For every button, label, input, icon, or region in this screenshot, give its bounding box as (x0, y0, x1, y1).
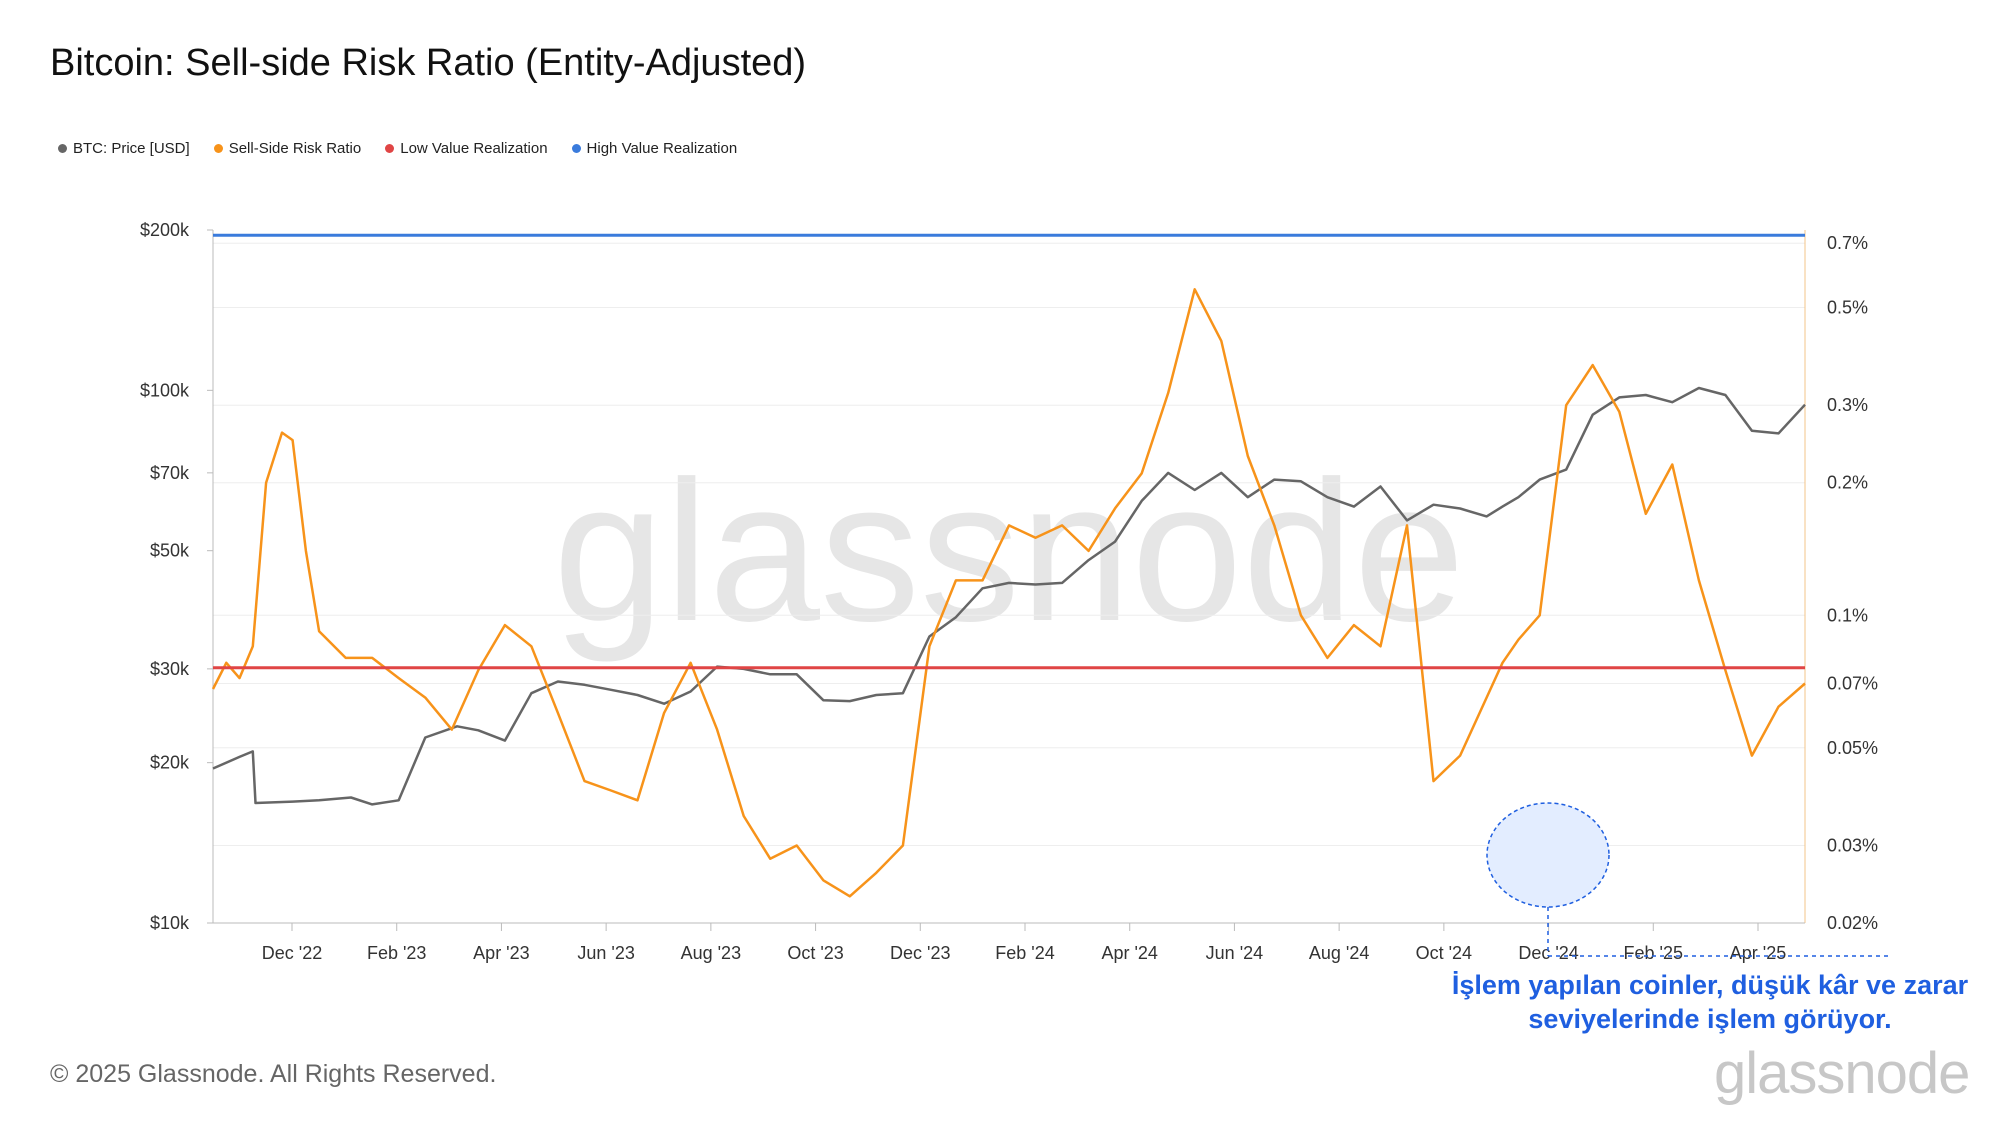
legend-item-low-value-realization[interactable]: Low Value Realization (385, 140, 548, 157)
legend-item-sell-side-risk-ratio[interactable]: Sell-Side Risk Ratio (213, 140, 362, 157)
x-tick-label-8: Apr '24 (1101, 943, 1157, 963)
x-tick-label-9: Jun '24 (1206, 943, 1263, 963)
right-tick-label-4: 0.1% (1827, 605, 1868, 625)
legend-label-sell-side-risk-ratio: Sell-Side Risk Ratio (228, 140, 362, 157)
right-tick-label-2: 0.05% (1827, 738, 1878, 758)
right-tick-label-0: 0.02% (1827, 913, 1878, 933)
right-tick-label-1: 0.03% (1827, 835, 1878, 855)
annotation-text: İşlem yapılan coinler, düşük kâr ve zara… (1440, 968, 1980, 1036)
left-tick-label-4: $70k (150, 463, 190, 483)
x-tick-label-6: Dec '23 (890, 943, 950, 963)
legend-item-btc-price[interactable]: BTC: Price [USD] (58, 140, 190, 157)
x-tick-label-7: Feb '24 (995, 943, 1054, 963)
x-tick-label-11: Oct '24 (1416, 943, 1472, 963)
chart-title: Bitcoin: Sell-side Risk Ratio (Entity-Ad… (50, 42, 807, 84)
left-tick-label-2: $30k (150, 659, 190, 679)
left-tick-label-3: $50k (150, 541, 190, 561)
left-tick-label-1: $20k (150, 753, 190, 773)
series-line-btc-price-usd (212, 386, 1806, 806)
legend-label-high-value-realization: High Value Realization (586, 140, 738, 157)
x-tick-label-12: Dec '24 (1518, 943, 1578, 963)
x-tick-label-13: Feb '25 (1624, 943, 1683, 963)
legend: BTC: Price [USD] Sell-Side Risk Ratio Lo… (58, 140, 737, 157)
right-tick-label-8: 0.7% (1827, 233, 1868, 253)
glassnode-logo: glassnode (1714, 1041, 1970, 1106)
right-tick-label-6: 0.3% (1827, 395, 1868, 415)
x-tick-label-0: Dec '22 (262, 943, 322, 963)
legend-label-btc-price: BTC: Price [USD] (73, 140, 190, 157)
right-tick-label-7: 0.5% (1827, 298, 1868, 318)
x-tick-label-10: Aug '24 (1309, 943, 1370, 963)
annotation-highlight-ellipse (1486, 802, 1610, 908)
annotation-line-1: İşlem yapılan coinler, düşük kâr ve zara… (1451, 970, 1969, 1000)
left-tick-label-5: $100k (140, 380, 190, 400)
x-tick-label-5: Oct '23 (787, 943, 843, 963)
right-tick-label-3: 0.07% (1827, 673, 1878, 693)
series-line-sell-side-risk-ratio (211, 288, 1806, 898)
x-tick-label-3: Jun '23 (577, 943, 634, 963)
left-tick-label-6: $200k (140, 220, 190, 240)
x-tick-label-14: Apr '25 (1730, 943, 1786, 963)
legend-label-low-value-realization: Low Value Realization (400, 140, 548, 157)
watermark-text: glassnode (553, 440, 1465, 663)
x-tick-label-1: Feb '23 (367, 943, 426, 963)
legend-dot-high-value-realization (571, 144, 581, 153)
x-tick-label-4: Aug '23 (681, 943, 742, 963)
x-tick-label-2: Apr '23 (473, 943, 529, 963)
legend-dot-sell-side-risk-ratio (213, 144, 223, 153)
annotation-line-2: seviyelerinde işlem görüyor. (1528, 1004, 1892, 1034)
copyright-footer: © 2025 Glassnode. All Rights Reserved. (50, 1060, 497, 1088)
left-tick-label-0: $10k (150, 913, 190, 933)
legend-dot-low-value-realization (385, 144, 395, 153)
right-tick-label-5: 0.2% (1827, 473, 1868, 493)
legend-dot-btc-price (58, 144, 67, 153)
legend-item-high-value-realization[interactable]: High Value Realization (571, 140, 738, 157)
